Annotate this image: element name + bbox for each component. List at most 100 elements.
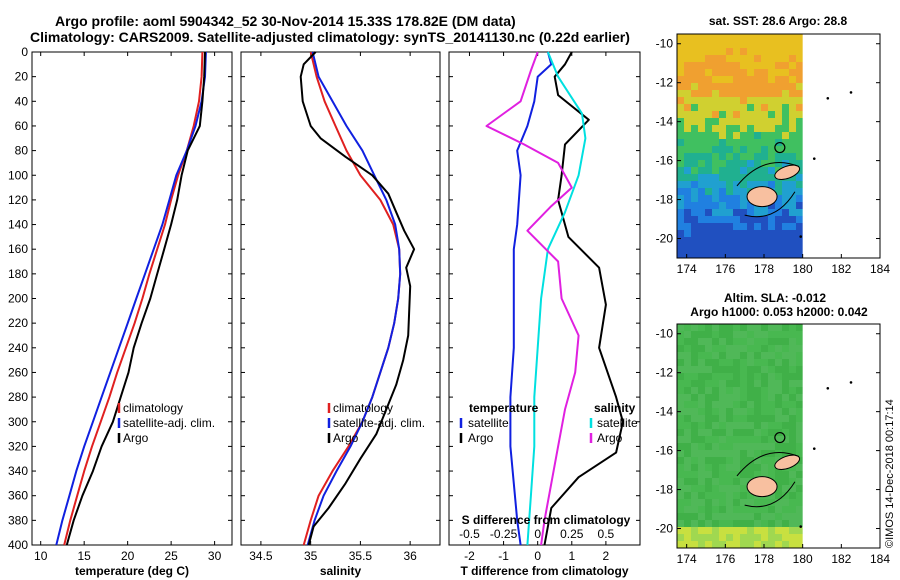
map-cell	[761, 506, 768, 513]
map-cell	[789, 34, 796, 41]
map-cell	[789, 324, 796, 331]
map-cell	[775, 492, 782, 499]
map-cell	[684, 125, 691, 132]
map-cell	[712, 387, 719, 394]
map-cell	[691, 139, 698, 146]
map-cell	[761, 527, 768, 534]
map-cell	[782, 541, 789, 548]
map-cell	[740, 499, 747, 506]
map-cell	[796, 408, 803, 415]
map-cell	[782, 41, 789, 48]
map-cell	[796, 125, 803, 132]
map-cell	[726, 443, 733, 450]
map-cell	[796, 345, 803, 352]
map-cell	[684, 251, 691, 258]
map-cell	[698, 394, 705, 401]
map-cell	[761, 450, 768, 457]
map-cell	[712, 401, 719, 408]
map-cell	[754, 244, 761, 251]
map-cell	[677, 181, 684, 188]
map-cell	[733, 471, 740, 478]
map-cell	[754, 125, 761, 132]
map-cell	[726, 541, 733, 548]
map-cell	[761, 359, 768, 366]
map-cell	[775, 188, 782, 195]
map-cell	[733, 359, 740, 366]
map-cell	[705, 401, 712, 408]
map-cell	[726, 132, 733, 139]
map-cell	[796, 153, 803, 160]
map-cell	[789, 394, 796, 401]
map-cell	[733, 97, 740, 104]
map-cell	[789, 48, 796, 55]
map-cell	[768, 366, 775, 373]
map-cell	[691, 352, 698, 359]
map-cell	[740, 181, 747, 188]
map-cell	[712, 506, 719, 513]
map-cell	[719, 513, 726, 520]
map-cell	[761, 132, 768, 139]
map-cell	[761, 83, 768, 90]
map-cell	[684, 181, 691, 188]
map-cell	[796, 387, 803, 394]
sst_map-x-tick-label: 184	[870, 262, 890, 276]
map-cell	[719, 541, 726, 548]
map-cell	[796, 541, 803, 548]
map-cell	[754, 331, 761, 338]
salinity-legend-label: climatology	[333, 401, 393, 415]
map-cell	[712, 436, 719, 443]
map-cell	[698, 520, 705, 527]
reef-outline	[736, 162, 799, 187]
map-cell	[796, 55, 803, 62]
map-cell	[775, 478, 782, 485]
map-cell	[684, 41, 691, 48]
map-cell	[684, 202, 691, 209]
map-cell	[698, 331, 705, 338]
map-cell	[677, 338, 684, 345]
map-cell	[761, 55, 768, 62]
map-cell	[789, 125, 796, 132]
map-cell	[719, 237, 726, 244]
map-cell	[796, 230, 803, 237]
map-cell	[754, 373, 761, 380]
map-cell	[733, 55, 740, 62]
depth-tick-label: 120	[8, 193, 28, 207]
map-cell	[691, 492, 698, 499]
map-cell	[775, 34, 782, 41]
map-cell	[684, 48, 691, 55]
map-cell	[754, 471, 761, 478]
map-cell	[796, 331, 803, 338]
map-cell	[747, 541, 754, 548]
map-cell	[768, 55, 775, 62]
map-cell	[789, 118, 796, 125]
map-cell	[712, 324, 719, 331]
map-cell	[726, 104, 733, 111]
map-cell	[761, 352, 768, 359]
map-cell	[782, 408, 789, 415]
map-cell	[684, 366, 691, 373]
map-cell	[677, 251, 684, 258]
series-line-argo	[65, 51, 206, 546]
map-cell	[705, 457, 712, 464]
map-cell	[747, 132, 754, 139]
map-cell	[775, 216, 782, 223]
map-cell	[740, 457, 747, 464]
map-cell	[677, 485, 684, 492]
map-cell	[684, 450, 691, 457]
map-cell	[705, 223, 712, 230]
map-cell	[677, 230, 684, 237]
map-cell	[775, 153, 782, 160]
map-cell	[677, 48, 684, 55]
map-cell	[719, 436, 726, 443]
map-cell	[698, 111, 705, 118]
map-cell	[705, 90, 712, 97]
map-cell	[740, 55, 747, 62]
map-cell	[677, 436, 684, 443]
map-cell	[705, 492, 712, 499]
map-cell	[712, 34, 719, 41]
map-cell	[712, 394, 719, 401]
map-cell	[712, 457, 719, 464]
map-cell	[775, 230, 782, 237]
map-cell	[789, 345, 796, 352]
map-cell	[705, 188, 712, 195]
